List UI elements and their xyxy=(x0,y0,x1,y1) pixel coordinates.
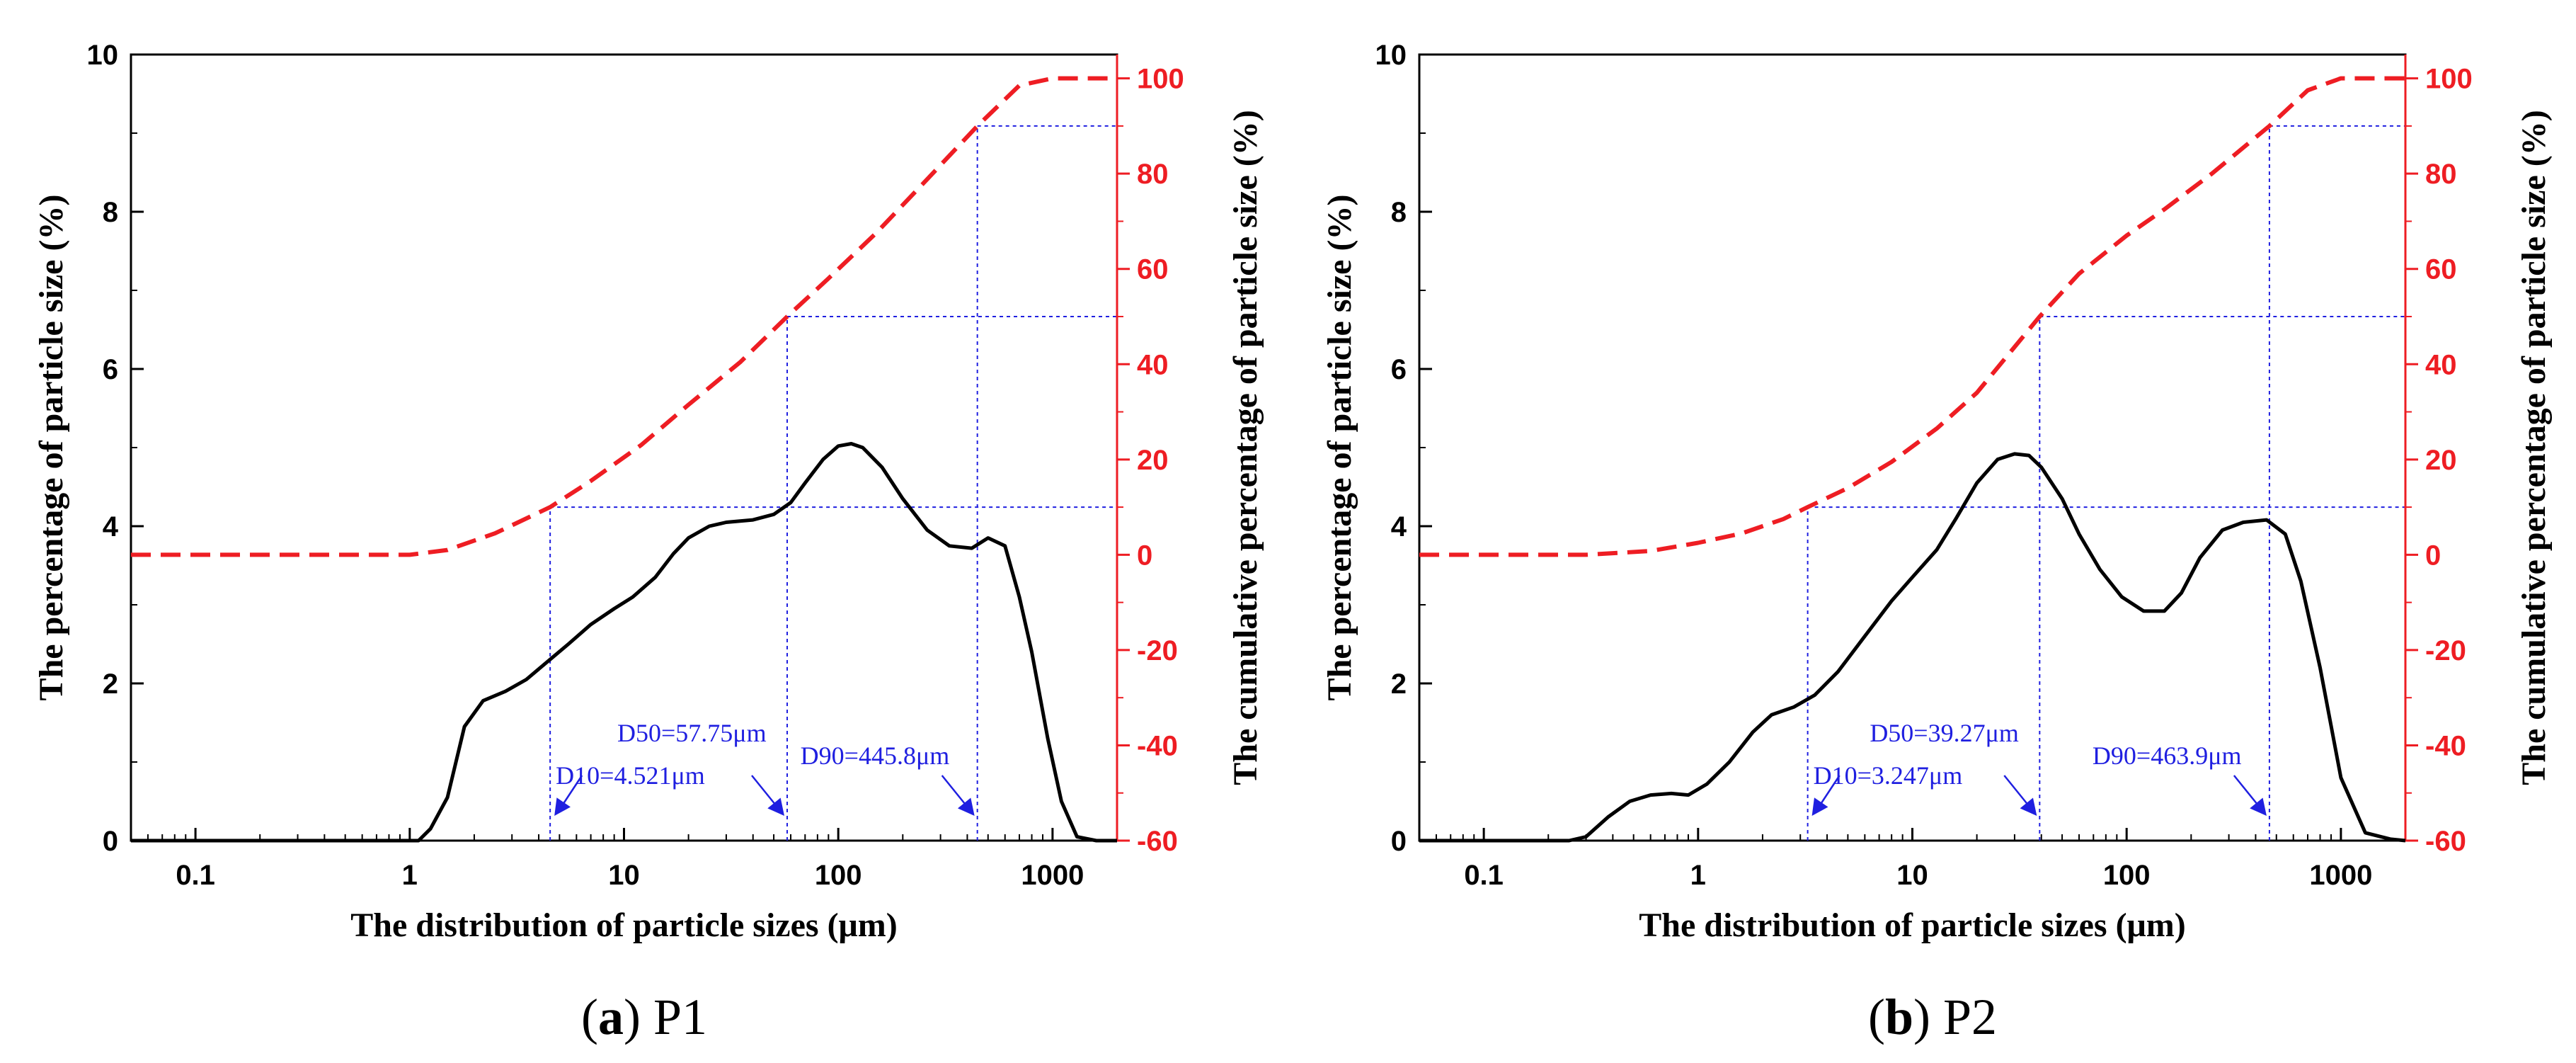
x-axis-title-a: The distribution of particle sizes (μm) xyxy=(350,906,897,944)
marker-arrow-head-b-0 xyxy=(1811,797,1828,816)
x-tick-label-a-0: 0.1 xyxy=(176,860,215,891)
y2-tick-label-b-8: 100 xyxy=(2425,64,2473,95)
y-tick-label-b-5: 10 xyxy=(1375,40,1407,71)
cumulative-line-a xyxy=(131,76,1117,557)
y-tick-label-b-3: 6 xyxy=(1391,354,1407,385)
marker-label-b-1: D50=39.27μm xyxy=(1870,719,2019,747)
y2-tick-label-b-3: 0 xyxy=(2425,540,2441,571)
y-tick-label-b-0: 0 xyxy=(1391,826,1407,857)
cumulative-line-b xyxy=(1419,76,2405,557)
y2-axis-title-a: The cumulative percentage of particle si… xyxy=(1227,110,1264,785)
marker-arrow-head-b-1 xyxy=(2020,797,2037,816)
y2-tick-label-a-6: 60 xyxy=(1137,254,1169,285)
x-tick-label-b-3: 100 xyxy=(2103,860,2151,891)
y-tick-label-a-0: 0 xyxy=(103,826,118,857)
y2-tick-label-b-7: 80 xyxy=(2425,159,2457,190)
percentage-line-a xyxy=(131,442,1117,843)
marker-arrow-head-a-2 xyxy=(957,797,975,816)
marker-label-b-0: D10=3.247μm xyxy=(1814,761,1963,790)
y2-tick-label-a-5: 40 xyxy=(1137,349,1169,380)
x-tick-label-a-4: 1000 xyxy=(1021,860,1084,891)
y2-tick-label-b-1: -40 xyxy=(2425,730,2466,761)
y2-tick-label-b-4: 20 xyxy=(2425,445,2457,476)
y-tick-label-b-4: 8 xyxy=(1391,197,1407,228)
y2-tick-label-a-3: 0 xyxy=(1137,540,1152,571)
x-tick-label-a-3: 100 xyxy=(815,860,862,891)
y2-tick-label-a-0: -60 xyxy=(1137,826,1178,857)
x-tick-label-b-4: 1000 xyxy=(2309,860,2372,891)
y-tick-label-a-4: 8 xyxy=(103,197,118,228)
x-tick-label-b-0: 0.1 xyxy=(1464,860,1504,891)
marker-arrow-head-b-2 xyxy=(2250,797,2267,816)
y-tick-label-a-1: 2 xyxy=(103,669,118,700)
y2-tick-label-b-2: -20 xyxy=(2425,635,2466,666)
x-tick-label-b-2: 10 xyxy=(1896,860,1928,891)
x-axis-title-b: The distribution of particle sizes (μm) xyxy=(1639,906,2185,944)
marker-arrow-head-a-1 xyxy=(767,797,785,816)
marker-label-a-0: D10=4.521μm xyxy=(556,761,705,790)
chart-a-svg: 0.1 1 10 100 1000 0 2 4 6 8 10 -60 -40 -20 0 20 40 60 80 10… xyxy=(33,40,1264,944)
y-tick-label-a-3: 6 xyxy=(103,354,118,385)
percentage-line-b xyxy=(1419,452,2406,843)
y-axis-title-a: The percentage of particle size (%) xyxy=(33,195,70,701)
x-tick-label-a-1: 1 xyxy=(402,860,418,891)
y2-tick-label-b-5: 40 xyxy=(2425,349,2457,380)
marker-label-b-2: D90=463.9μm xyxy=(2093,741,2242,770)
y-tick-label-b-1: 2 xyxy=(1391,669,1407,700)
caption-a-name: P1 xyxy=(653,989,707,1045)
caption-a: (a) P1 xyxy=(580,989,707,1045)
marker-label-a-2: D90=445.8μm xyxy=(801,741,950,770)
chart-panel-b: 0.1 1 10 100 1000 0 2 4 6 8 10 -60 -40 -20 0 20 40 60 80 10… xyxy=(1288,0,2576,1063)
y2-tick-label-a-7: 80 xyxy=(1137,159,1169,190)
caption-b-letter: b xyxy=(1884,989,1913,1045)
caption-a-letter: a xyxy=(597,989,624,1045)
chart-panel-a: 0.1 1 10 100 1000 0 2 4 6 8 10 -60 -40 -20 0 20 40 60 80 10… xyxy=(33,40,1264,1045)
y2-tick-label-a-2: -20 xyxy=(1137,635,1178,666)
caption-b-name: P2 xyxy=(1942,989,1998,1045)
y2-axis-title-b: The cumulative percentage of particle si… xyxy=(2515,110,2553,785)
x-tick-label-b-1: 1 xyxy=(1690,860,1706,891)
y2-tick-label-a-8: 100 xyxy=(1137,64,1184,95)
y2-tick-label-b-0: -60 xyxy=(2425,826,2466,857)
y-axis-title-b: The percentage of particle size (%) xyxy=(1321,195,1358,701)
y2-tick-label-a-4: 20 xyxy=(1137,445,1169,476)
y-tick-label-a-5: 10 xyxy=(87,40,119,71)
y2-tick-label-a-1: -40 xyxy=(1137,730,1178,761)
y-tick-label-a-2: 4 xyxy=(103,511,119,542)
caption-b: (b) P2 xyxy=(1867,989,1998,1045)
marker-label-a-1: D50=57.75μm xyxy=(617,719,767,747)
marker-arrow-head-a-0 xyxy=(554,797,571,816)
chart-b-svg: 0.1 1 10 100 1000 0 2 4 6 8 10 -60 -40 -20 0 20 40 60 80 10… xyxy=(1321,40,2553,944)
y2-tick-label-b-6: 60 xyxy=(2425,254,2457,285)
x-tick-label-a-2: 10 xyxy=(608,860,640,891)
y-tick-label-b-2: 4 xyxy=(1391,511,1407,542)
